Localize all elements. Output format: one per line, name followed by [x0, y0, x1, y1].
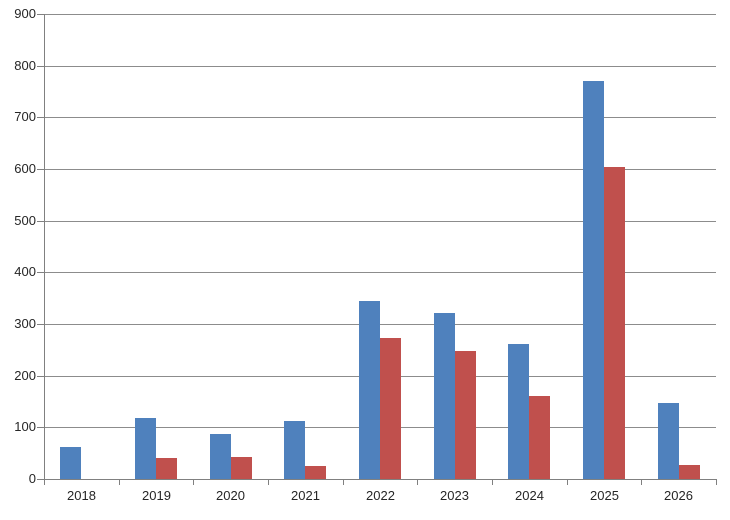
bar-series-red [679, 465, 700, 479]
y-axis-tick [37, 14, 44, 15]
x-axis-label: 2025 [590, 488, 619, 503]
y-axis-label: 500 [14, 213, 36, 228]
bar-series-red [455, 351, 476, 479]
bar-series-red [305, 466, 326, 479]
y-axis-tick [37, 66, 44, 67]
y-axis-tick [37, 479, 44, 480]
x-axis-label: 2026 [664, 488, 693, 503]
y-axis-label: 400 [14, 264, 36, 279]
x-axis-label: 2022 [366, 488, 395, 503]
gridline [44, 221, 716, 222]
x-axis-label: 2021 [291, 488, 320, 503]
gridline [44, 272, 716, 273]
bar-series-red [529, 396, 550, 479]
gridline [44, 169, 716, 170]
x-axis-tick [343, 479, 344, 485]
y-axis-label: 900 [14, 6, 36, 21]
gridline [44, 117, 716, 118]
x-axis-tick [417, 479, 418, 485]
x-axis-tick [119, 479, 120, 485]
x-axis-tick [492, 479, 493, 485]
bar-series-red [156, 458, 177, 479]
y-axis-tick [37, 221, 44, 222]
bar-series-blue [135, 418, 156, 479]
y-axis-tick [37, 427, 44, 428]
x-axis-tick [44, 479, 45, 485]
bar-series-blue [284, 421, 305, 479]
y-axis-label: 600 [14, 161, 36, 176]
x-axis-label: 2023 [440, 488, 469, 503]
x-axis-label: 2020 [216, 488, 245, 503]
y-axis-tick [37, 117, 44, 118]
y-axis-tick [37, 324, 44, 325]
y-axis-label: 0 [28, 471, 36, 486]
x-axis-line [44, 479, 716, 480]
bar-series-blue [508, 344, 529, 479]
y-axis-label: 300 [14, 316, 36, 331]
x-axis-label: 2018 [67, 488, 96, 503]
y-axis-tick [37, 272, 44, 273]
bar-series-blue [210, 434, 231, 479]
bar-series-blue [658, 403, 679, 479]
bar-series-red [380, 338, 401, 479]
x-axis-tick [268, 479, 269, 485]
bar-series-blue [60, 447, 81, 479]
y-axis-label: 700 [14, 109, 36, 124]
x-axis-label: 2019 [142, 488, 171, 503]
gridline [44, 324, 716, 325]
y-axis-label: 800 [14, 58, 36, 73]
y-axis-label: 200 [14, 368, 36, 383]
x-axis-tick [641, 479, 642, 485]
y-axis-line [44, 14, 45, 480]
gridline [44, 14, 716, 15]
x-axis-tick [193, 479, 194, 485]
x-axis-tick [716, 479, 717, 485]
x-axis-tick [567, 479, 568, 485]
x-axis-label: 2024 [515, 488, 544, 503]
y-axis-tick [37, 376, 44, 377]
bar-series-blue [583, 81, 604, 479]
y-axis-label: 100 [14, 419, 36, 434]
bar-series-red [604, 167, 625, 479]
bar-series-blue [359, 301, 380, 479]
gridline [44, 66, 716, 67]
bar-series-blue [434, 313, 455, 479]
bar-series-red [231, 457, 252, 479]
y-axis-tick [37, 169, 44, 170]
